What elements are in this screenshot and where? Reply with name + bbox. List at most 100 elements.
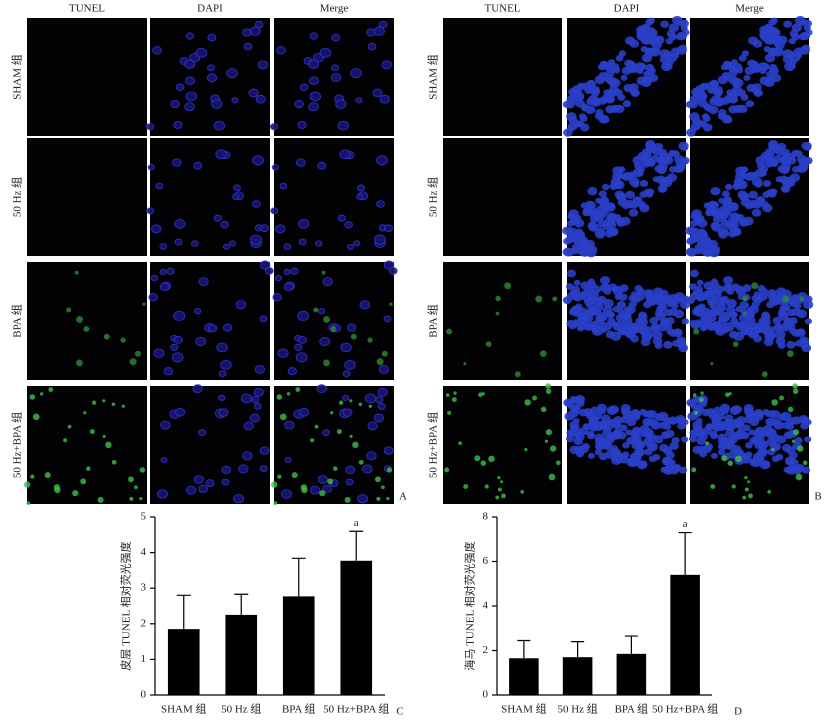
nucleus [284, 456, 292, 463]
nucleus [373, 413, 384, 423]
tunel-signal [504, 282, 512, 290]
tunel-signal [358, 402, 363, 406]
bar [167, 629, 200, 695]
nucleus [745, 442, 753, 449]
nucleus [653, 435, 664, 444]
nucleus [595, 230, 606, 239]
row-label: 50 Hz 组 [10, 177, 24, 217]
tunel-signal [63, 438, 68, 443]
nucleus [173, 335, 183, 344]
nucleus [659, 178, 669, 187]
nucleus [337, 120, 349, 131]
nucleus [705, 313, 717, 323]
nucleus [746, 83, 756, 93]
tunel-signal [142, 302, 146, 306]
nucleus [625, 429, 633, 436]
nucleus [724, 183, 733, 191]
nucleus [613, 180, 625, 190]
nucleus [709, 79, 719, 88]
nucleus [151, 224, 162, 234]
nucleus [601, 414, 611, 423]
nucleus [231, 97, 239, 104]
nucleus [745, 100, 755, 108]
micrograph [562, 138, 690, 258]
nucleus [173, 121, 183, 129]
nucleus [622, 100, 632, 108]
micrograph-background [150, 138, 270, 256]
nucleus [748, 190, 758, 199]
nucleus [220, 221, 229, 229]
nucleus [789, 327, 797, 335]
error-bar [234, 593, 249, 615]
nucleus [195, 47, 208, 58]
tunel-signal [779, 395, 785, 401]
y-axis-label: 皮层 TUNEL 相对荧光强度 [119, 541, 133, 670]
tunel-signal [771, 399, 778, 406]
nucleus [640, 46, 648, 53]
nucleus [772, 316, 782, 325]
nucleus [763, 46, 771, 53]
tunel-signal [786, 350, 794, 357]
nucleus [799, 336, 809, 345]
nucleus [628, 294, 637, 302]
nucleus [566, 283, 574, 290]
nucleus [598, 190, 607, 198]
nucleus [650, 421, 661, 430]
nucleus [331, 64, 339, 72]
nucleus [568, 431, 576, 438]
nucleus [671, 436, 680, 444]
tunel-signal [44, 472, 51, 479]
nucleus [707, 86, 717, 94]
nucleus [646, 159, 656, 167]
tunel-signal [54, 486, 61, 494]
bar [670, 574, 700, 695]
row-label: SHAM 组 [426, 54, 440, 100]
tunel-signal [80, 478, 87, 485]
nucleus [357, 184, 365, 192]
nucleus [784, 61, 796, 72]
nucleus [259, 446, 270, 455]
nucleus [713, 406, 721, 413]
nucleus [294, 343, 303, 351]
nucleus [728, 330, 738, 339]
nucleus [160, 420, 171, 430]
nucleus [748, 429, 756, 436]
nucleus [276, 46, 286, 55]
nucleus [769, 297, 780, 306]
nucleus [637, 201, 647, 209]
micrograph [443, 383, 562, 504]
nucleus [614, 190, 625, 199]
nucleus [666, 299, 677, 308]
nucleus [170, 343, 179, 351]
nucleus [801, 466, 811, 474]
nucleus [689, 269, 699, 278]
nucleus [562, 296, 572, 305]
nucleus [769, 188, 778, 195]
error-bar [571, 641, 585, 658]
x-tick-label: BPA 组 [282, 702, 316, 716]
nucleus [769, 47, 778, 56]
tunel-signal [349, 399, 353, 403]
micrograph [686, 383, 812, 504]
nucleus [760, 441, 768, 448]
tunel-signal [710, 362, 714, 366]
tunel-signal [545, 388, 552, 395]
nucleus [345, 465, 355, 475]
nucleus [649, 38, 658, 47]
nucleus [635, 62, 646, 71]
tunel-signal [120, 337, 126, 343]
tunel-signal [710, 484, 716, 489]
nucleus [661, 61, 673, 72]
nucleus [781, 304, 790, 311]
nucleus [621, 66, 632, 75]
nucleus [567, 321, 578, 330]
nucleus [364, 393, 377, 404]
bar [616, 653, 647, 695]
nucleus [662, 422, 672, 431]
nucleus [667, 53, 678, 62]
nucleus [634, 292, 645, 302]
nucleus [703, 202, 711, 209]
nucleus [658, 304, 667, 311]
nucleus [573, 279, 581, 286]
tunel-signal [134, 485, 138, 490]
